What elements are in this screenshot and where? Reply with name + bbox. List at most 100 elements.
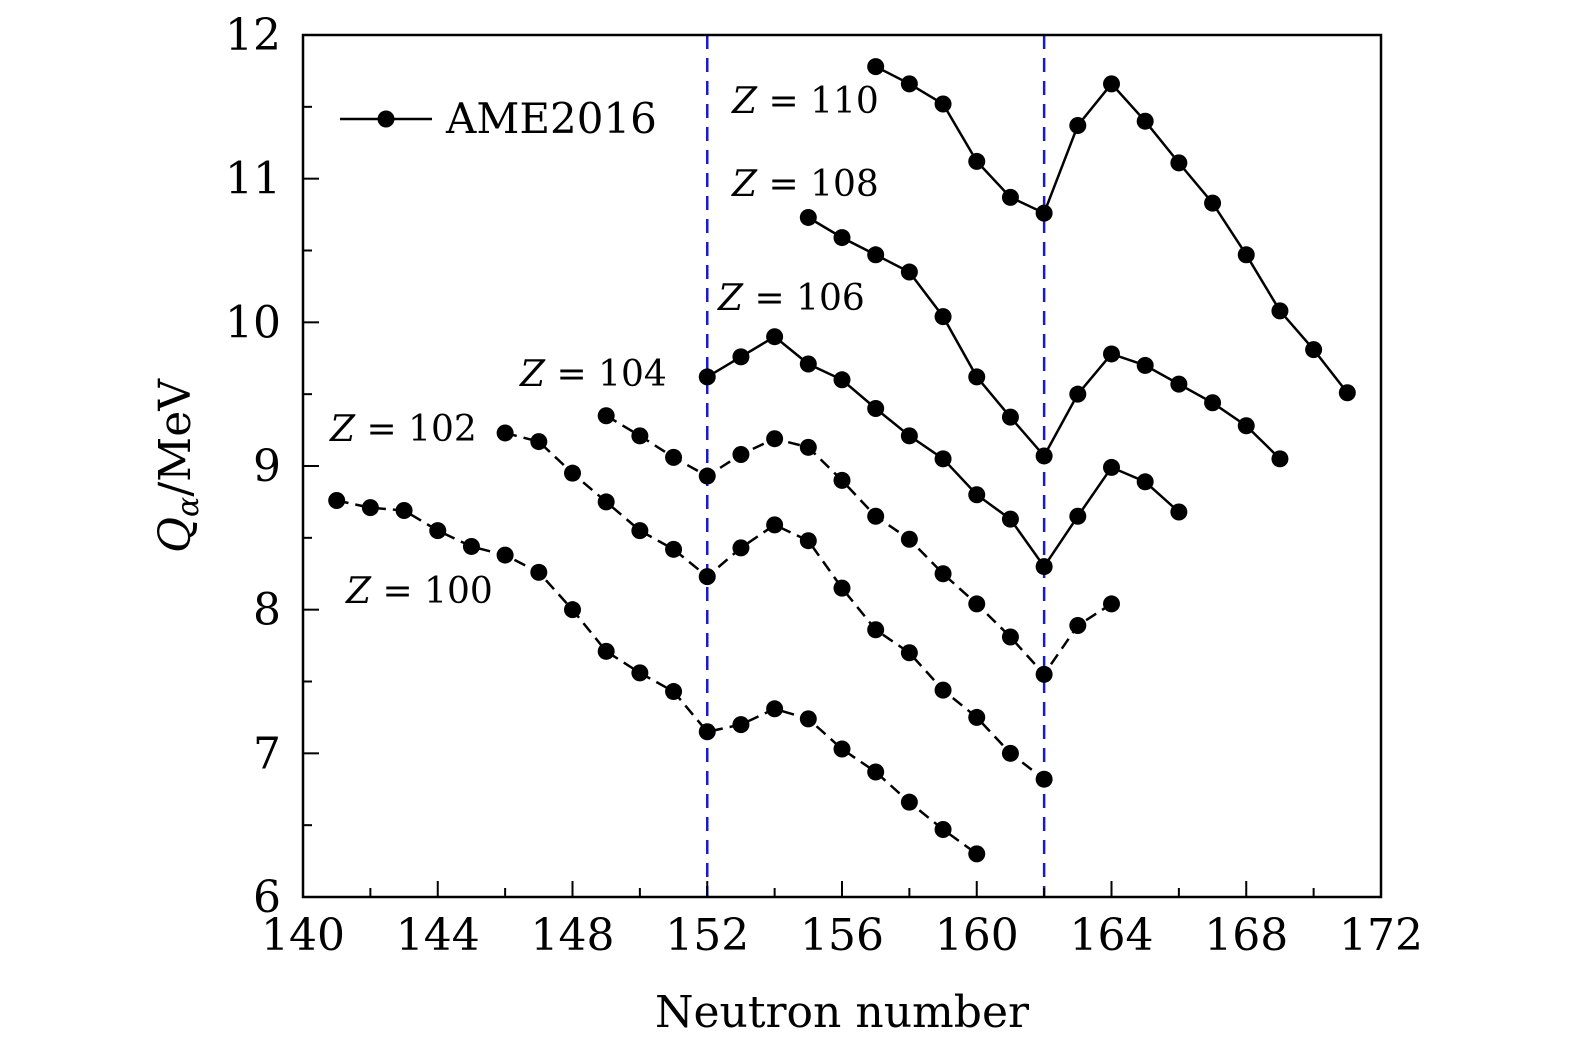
data-point [867,621,885,639]
data-point [1035,558,1053,576]
data-point [867,58,885,76]
data-point [867,507,885,525]
data-point [833,740,851,758]
data-point [766,430,784,448]
y-axis-title: Qα/MeV [150,378,206,553]
data-point [732,716,750,734]
data-point [1035,770,1053,788]
data-point [1237,417,1255,435]
data-point [698,723,716,741]
data-point [429,522,447,540]
series-labels: Z = 100 Z = 102 Z = 104 Z = 106 Z = 108 Z = 1… [329,81,879,612]
data-point [1271,450,1289,468]
data-point [799,208,817,226]
y-tick-label: 6 [253,872,281,923]
data-point [1035,204,1053,222]
data-point [732,446,750,464]
data-point [934,95,952,113]
data-point [462,537,480,555]
data-point [867,246,885,264]
data-point [934,681,952,699]
data-point [665,683,683,701]
data-point [934,308,952,326]
data-point [1069,117,1087,135]
data-point [799,355,817,373]
data-point [766,328,784,346]
series-label-z100: Z = 100 [345,571,493,612]
data-point [900,263,918,281]
data-point [1170,375,1188,393]
data-point [900,644,918,662]
data-point [1204,394,1222,412]
data-point [1170,503,1188,521]
data-point [698,568,716,586]
data-point [395,502,413,520]
data-point [833,371,851,389]
y-tick-label: 11 [225,154,281,205]
y-axis-subscript: α [171,497,206,517]
series-label-z104: Z = 104 [519,354,667,395]
data-point [867,763,885,781]
data-point [530,433,548,451]
data-point [1001,408,1019,426]
x-tick-label: 168 [1204,910,1288,961]
data-point [968,595,986,613]
series-label-z108: Z = 108 [731,164,879,205]
series-label-z110: Z = 110 [731,81,879,122]
data-point [900,793,918,811]
data-point [900,427,918,445]
data-point [1103,75,1120,93]
x-axis-title: Neutron number [655,987,1030,1038]
data-point [1136,112,1154,130]
data-point [833,471,851,489]
data-point [698,467,716,485]
data-point [968,368,986,386]
data-point [968,152,986,170]
series-line-z100 [336,499,978,855]
data-point [1001,744,1019,762]
data-point [1103,345,1120,363]
data-point [833,579,851,597]
data-point [934,565,952,583]
y-tick-label: 7 [253,728,281,779]
data-point [968,845,986,863]
data-point [732,348,750,366]
data-point [934,450,952,468]
data-point [564,601,581,619]
x-tick-labels: 140 144 148 152 156 160 164 168 172 [261,910,1423,961]
data-point [597,407,615,425]
data-point [631,427,649,445]
data-point [564,464,581,482]
data-point [1170,154,1188,172]
data-point [1338,384,1356,402]
y-axis-unit: /MeV [150,378,201,497]
data-point [631,664,649,682]
data-point [1035,665,1053,683]
legend: AME2016 [340,94,657,143]
x-tick-label: 144 [396,910,480,961]
data-point [496,424,514,442]
data-point [833,229,851,247]
y-axis-symbol: Q [150,517,201,553]
x-tick-label: 152 [665,910,749,961]
data-point [1069,385,1087,403]
data-point [1136,473,1154,491]
data-point [900,530,918,548]
data-point [900,75,918,93]
data-point [799,710,817,728]
x-tick-label: 140 [261,910,345,961]
data-point [1103,458,1120,476]
data-point [799,532,817,550]
data-point [1001,510,1019,528]
data-point [799,438,817,456]
x-tick-label: 156 [800,910,884,961]
data-point [968,486,986,504]
y-tick-label: 9 [253,441,281,492]
y-tick-labels: 6 7 8 9 10 11 12 [225,10,281,923]
data-point [496,546,514,564]
series-points [328,58,1356,863]
data-point [597,493,615,511]
data-point [1069,616,1087,634]
data-point [328,491,346,509]
